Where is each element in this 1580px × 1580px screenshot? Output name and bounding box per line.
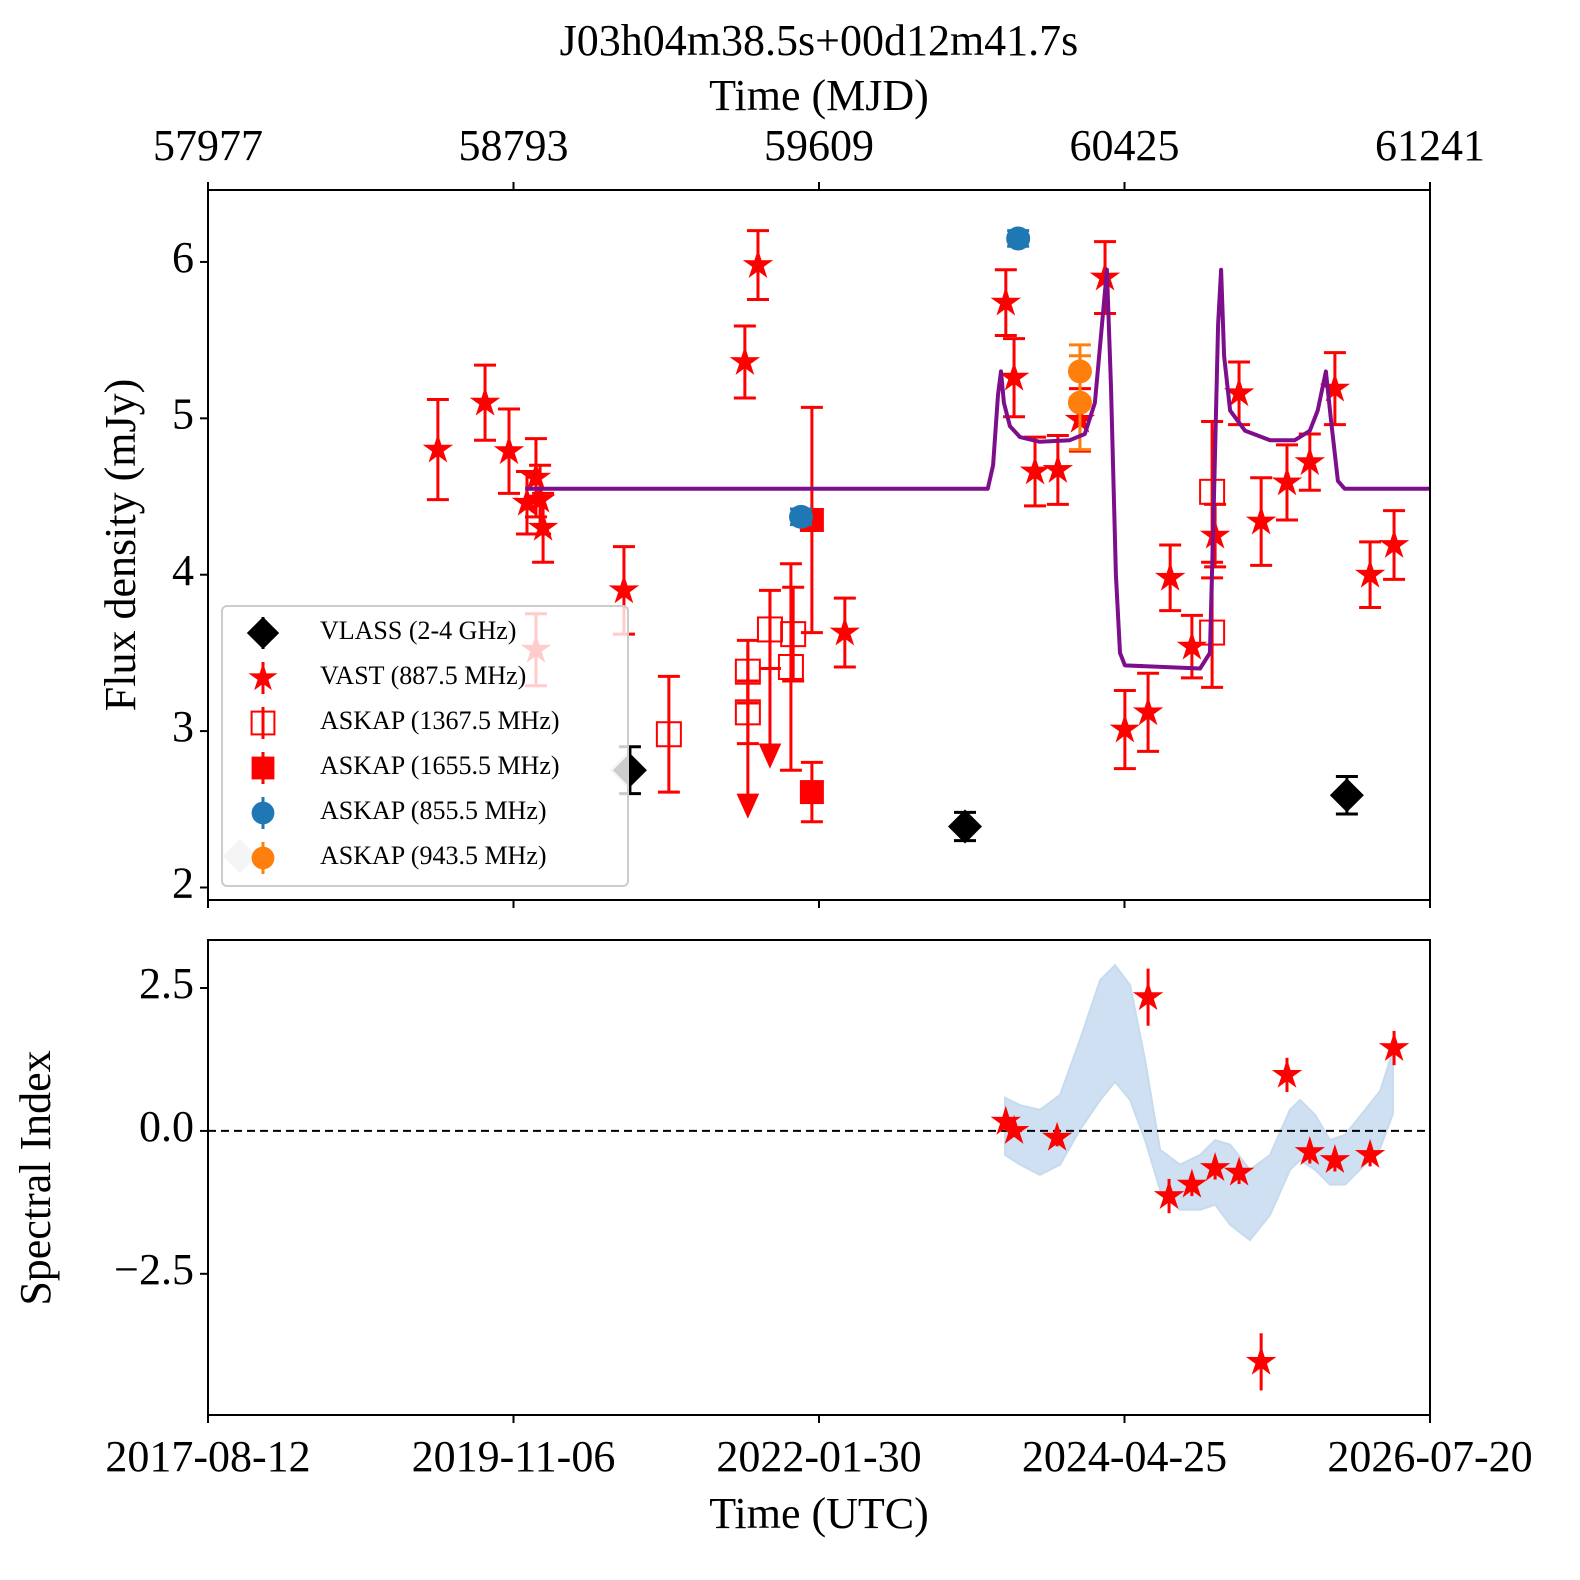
- model-line: [525, 267, 1430, 671]
- x-tick-label: 2017-08-12: [105, 1432, 310, 1481]
- star-marker: [1223, 377, 1255, 407]
- x-axis-label: Time (UTC): [709, 1489, 929, 1538]
- circle-marker: [1006, 226, 1031, 251]
- open-square-marker: [734, 699, 761, 726]
- star-marker: [608, 574, 640, 604]
- error-bar: [758, 588, 781, 671]
- legend-marker: [251, 756, 275, 780]
- x2-tick-label: 61241: [1375, 121, 1485, 170]
- legend-label: ASKAP (855.5 MHz): [320, 796, 547, 825]
- star-marker: [1042, 453, 1074, 483]
- legend-label: ASKAP (943.5 MHz): [320, 841, 547, 870]
- star-marker: [469, 386, 501, 416]
- star-marker: [1176, 630, 1208, 660]
- y-tick-label: 2.5: [139, 959, 194, 1008]
- star-marker: [511, 486, 543, 516]
- star-marker: [742, 249, 774, 278]
- star-marker: [829, 616, 860, 646]
- star-marker: [1378, 1032, 1410, 1061]
- y-tick-label: 5: [172, 389, 194, 438]
- open-square-marker: [655, 721, 682, 748]
- error-bar: [782, 585, 805, 683]
- star-marker: [1041, 1121, 1073, 1151]
- star-marker: [990, 286, 1021, 316]
- star-marker: [998, 361, 1030, 391]
- star-marker: [1245, 1345, 1277, 1375]
- y-tick-label: 2: [172, 859, 194, 908]
- x2-tick-label: 57977: [153, 121, 263, 170]
- x-tick-label: 2022-01-30: [716, 1432, 921, 1481]
- open-square-marker: [777, 653, 804, 680]
- square-marker: [799, 780, 824, 805]
- star-marker: [1319, 1144, 1351, 1173]
- star-marker: [1223, 1156, 1255, 1186]
- star-marker: [520, 461, 552, 491]
- diamond-marker: [1329, 778, 1364, 813]
- legend-label: VLASS (2-4 GHz): [320, 616, 516, 645]
- star-marker: [990, 1105, 1021, 1135]
- axes-frame: [207, 939, 1431, 1416]
- star-marker: [1153, 1180, 1185, 1209]
- star-marker: [1132, 696, 1164, 726]
- star-marker: [1155, 561, 1186, 591]
- star-marker: [1319, 372, 1351, 402]
- error-bar: [779, 562, 802, 772]
- diamond-marker: [948, 809, 983, 844]
- star-marker: [527, 511, 559, 541]
- x-tick-label: 2026-07-20: [1327, 1432, 1532, 1481]
- star-marker: [1271, 466, 1303, 496]
- x-tick-label: 2019-11-06: [412, 1432, 616, 1481]
- error-bar: [736, 679, 759, 746]
- confidence-band: [1004, 963, 1394, 1242]
- axes-frame: [207, 189, 1431, 901]
- x2-axis-label: Time (MJD): [709, 71, 929, 120]
- legend-marker: [251, 846, 275, 870]
- star-marker: [1199, 1152, 1231, 1181]
- y-tick-label: 4: [172, 546, 194, 595]
- open-square-marker: [780, 621, 807, 648]
- legend-marker: [250, 710, 276, 736]
- star-marker: [1176, 1168, 1208, 1198]
- star-marker: [493, 435, 525, 465]
- x2-tick-label: 58793: [459, 121, 569, 170]
- error-bar: [657, 674, 680, 794]
- star-marker: [1354, 558, 1386, 588]
- star-marker: [1294, 446, 1325, 476]
- star-marker: [1132, 981, 1164, 1011]
- circle-marker: [1067, 390, 1092, 415]
- star-marker: [422, 433, 454, 463]
- star-marker: [1294, 1136, 1325, 1165]
- star-marker: [998, 1114, 1030, 1144]
- y-axis-label: Spectral Index: [11, 1050, 60, 1305]
- y-tick-label: 3: [172, 702, 194, 751]
- star-marker: [1378, 529, 1410, 558]
- chart-title: J03h04m38.5s+00d12m41.7s: [560, 16, 1079, 65]
- x-tick-label: 2024-04-25: [1022, 1432, 1227, 1481]
- star-marker: [729, 346, 761, 375]
- legend-label: VAST (887.5 MHz): [320, 661, 526, 690]
- y-tick-label: 0.0: [139, 1102, 194, 1151]
- legend-marker: [248, 662, 278, 691]
- star-marker: [1245, 505, 1277, 535]
- legend-marker: [251, 801, 275, 825]
- y-axis-label: Flux density (mJy): [96, 379, 145, 711]
- legend-box: [221, 605, 629, 887]
- star-marker: [1109, 713, 1141, 743]
- star-marker: [1199, 519, 1231, 549]
- x2-tick-label: 59609: [764, 121, 874, 170]
- legend-marker: [246, 616, 280, 650]
- star-marker: [1271, 1058, 1303, 1088]
- star-marker: [1354, 1138, 1386, 1168]
- legend-label: ASKAP (1655.5 MHz): [320, 751, 560, 780]
- circle-marker: [789, 504, 814, 529]
- x2-tick-label: 60425: [1070, 121, 1180, 170]
- y-tick-label: 6: [172, 233, 194, 282]
- star-marker: [524, 483, 556, 513]
- star-marker: [1019, 455, 1051, 485]
- legend-label: ASKAP (1367.5 MHz): [320, 706, 560, 735]
- y-tick-label: −2.5: [114, 1245, 194, 1294]
